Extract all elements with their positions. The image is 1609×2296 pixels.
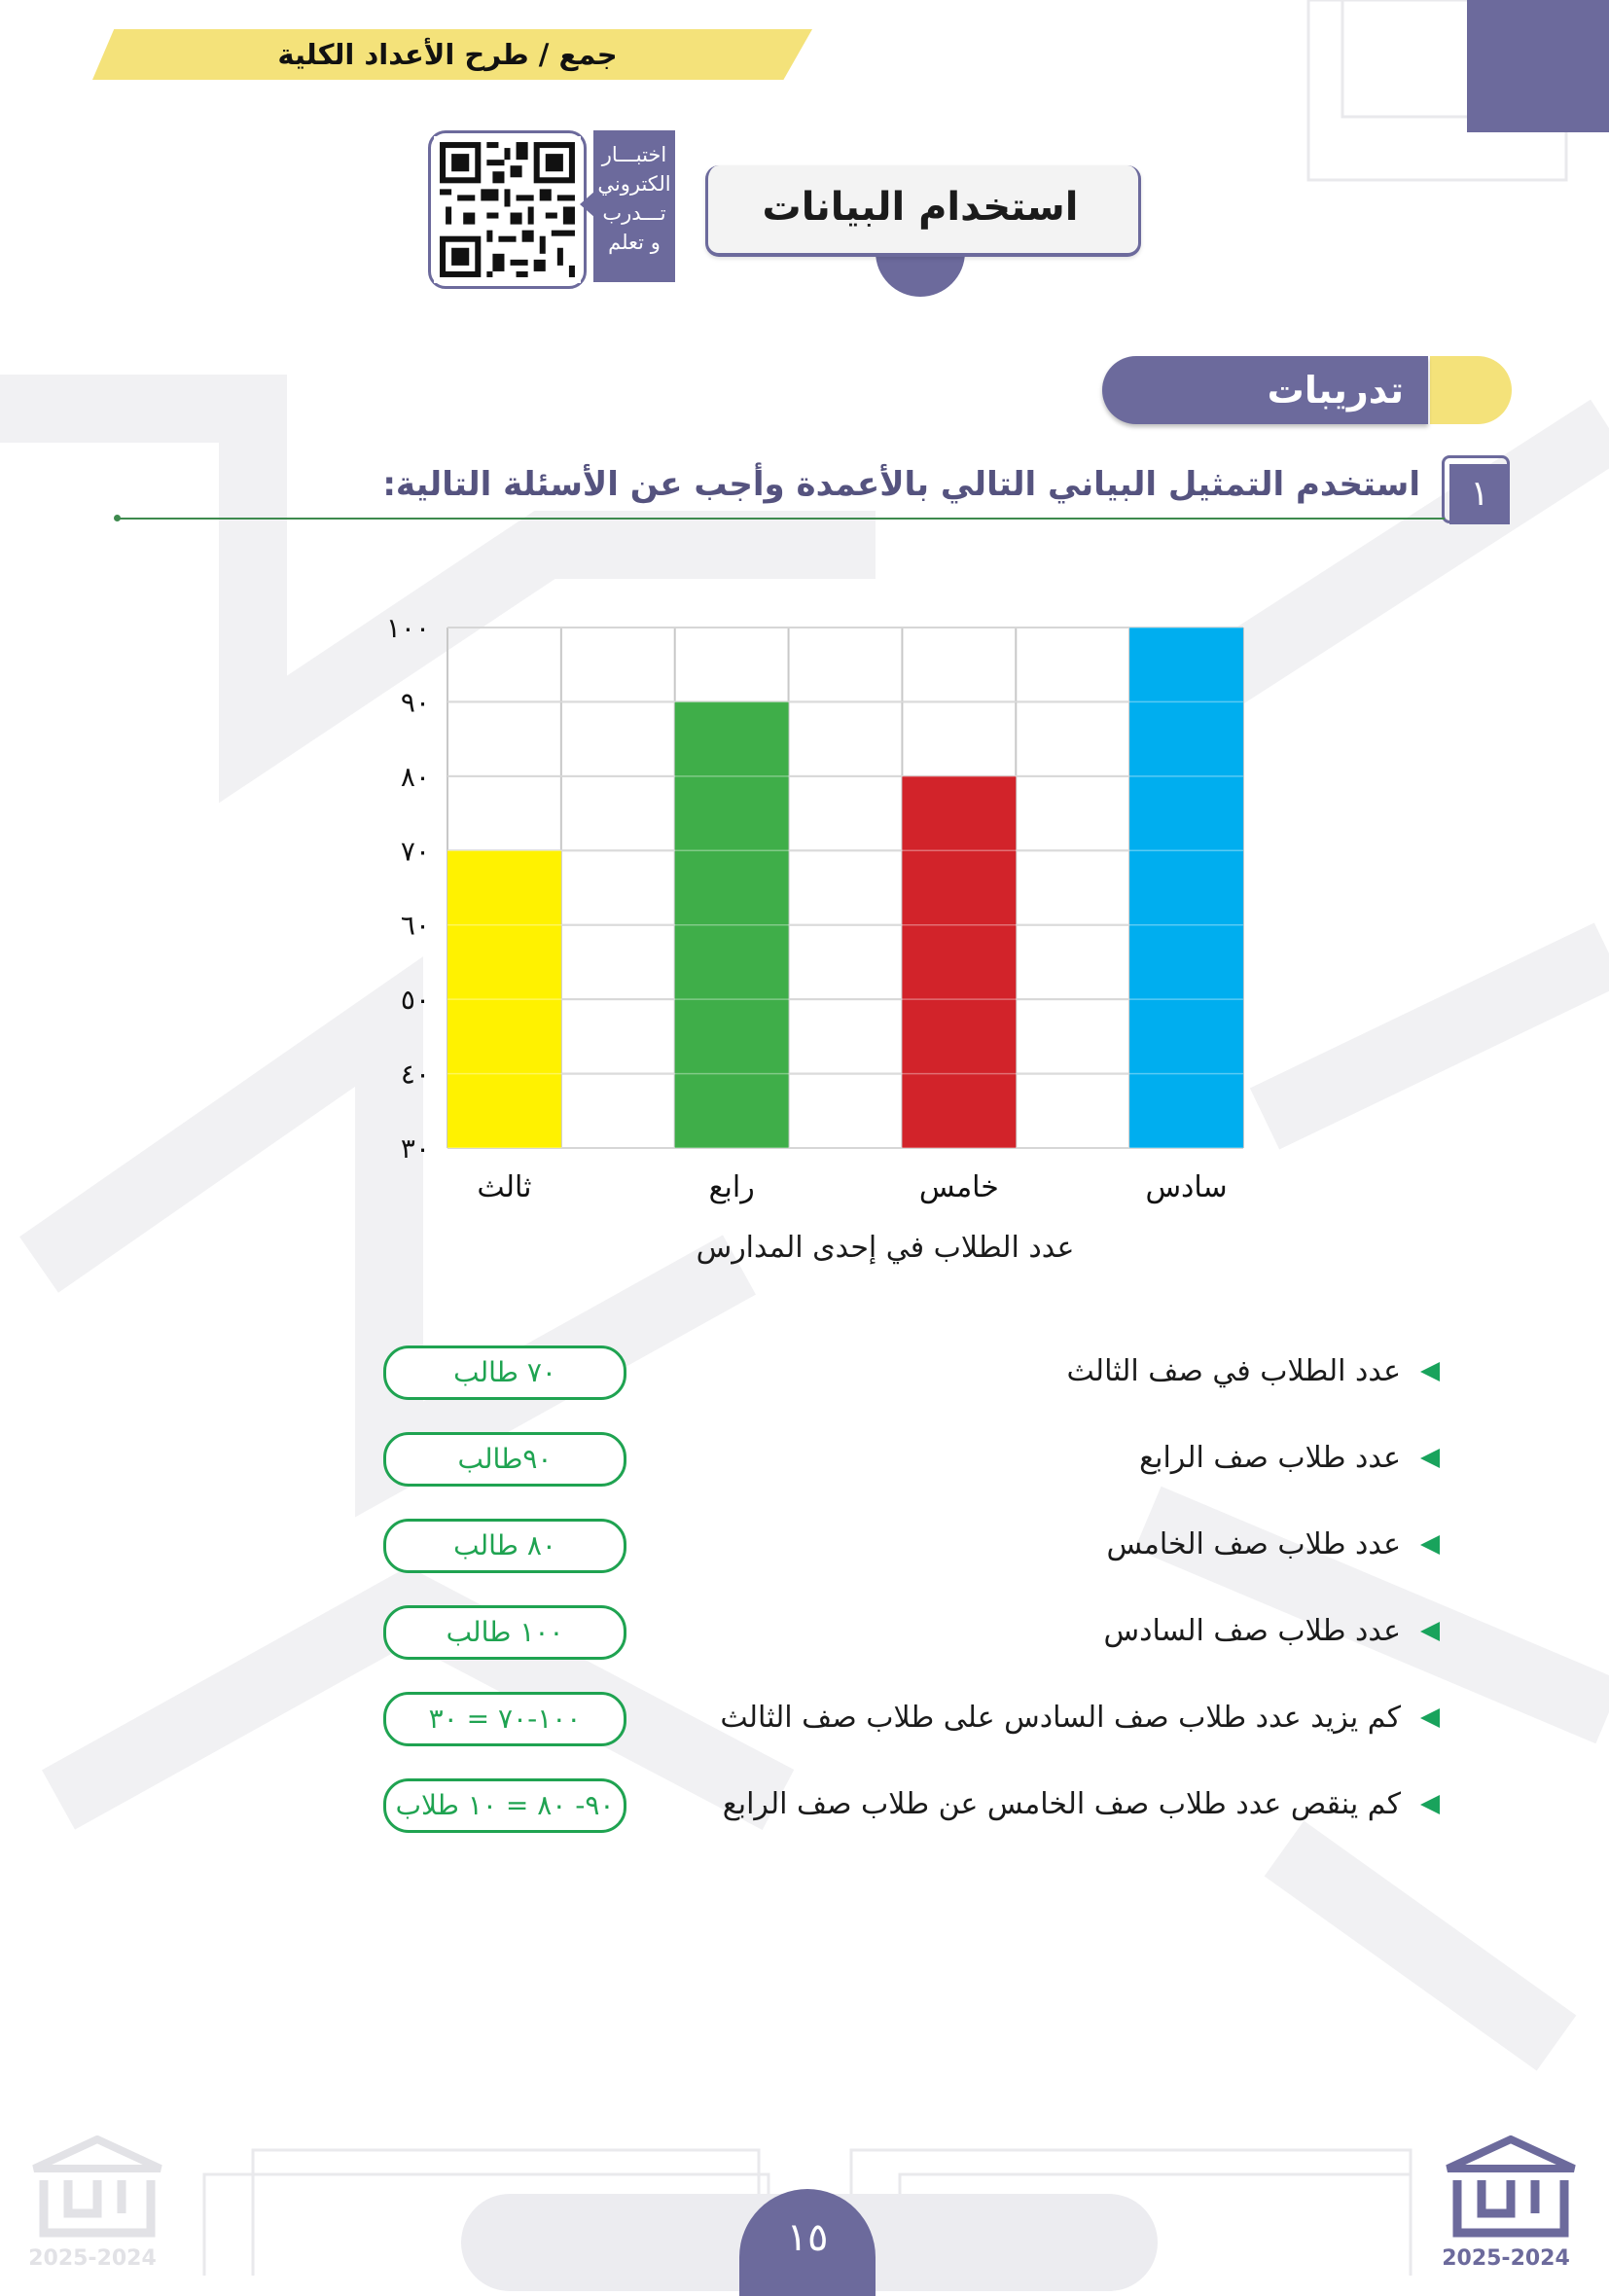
divider-dot <box>114 515 121 521</box>
qr-label-line: و تعلم <box>608 231 661 254</box>
qr-icon <box>434 136 581 283</box>
bar-chart: ٣٠ ٤٠ ٥٠ ٦٠ ٧٠ ٨٠ ٩٠ ١٠٠ ثالث رابع خامس سادس <box>386 612 1244 1204</box>
logo-year: 2025-2024 <box>28 2246 157 2271</box>
bar <box>1129 628 1243 1148</box>
bar <box>902 775 1017 1148</box>
y-tick-label: ٦٠ <box>401 910 430 942</box>
logo-icon <box>1446 2135 1576 2238</box>
title-card <box>705 165 1141 257</box>
y-tick-label: ٧٠ <box>401 835 430 867</box>
chart-title: عدد الطلاب في إحدى المدارس <box>696 1231 1075 1265</box>
x-tick-label: رابع <box>709 1170 755 1204</box>
y-tick-label: ٣٠ <box>401 1132 430 1165</box>
y-tick-label: ١٠٠ <box>386 612 430 644</box>
qr-pointer <box>580 191 595 218</box>
lesson-title: استخدام البيانات <box>762 185 1079 230</box>
y-tick-label: ٩٠ <box>401 686 430 718</box>
y-tick-label: ٥٠ <box>401 984 430 1016</box>
logo-year: 2025-2024 <box>1442 2246 1570 2271</box>
logo-icon <box>32 2135 162 2238</box>
qr-label: اختبـــار الكتروني تـــدرب و تعلم <box>593 130 675 282</box>
divider-line <box>117 518 1445 520</box>
qr-code[interactable] <box>428 130 587 289</box>
qr-label-line: الكتروني <box>597 172 671 196</box>
y-tick-label: ٨٠ <box>401 761 430 793</box>
section-pill <box>1102 356 1428 424</box>
x-tick-label: ثالث <box>477 1170 531 1204</box>
qr-label-line: اختبـــار <box>601 143 667 166</box>
x-tick-label: خامس <box>919 1170 999 1204</box>
brand-logo-watermark: 2025-2024 <box>24 2135 170 2272</box>
breadcrumb-banner <box>92 29 812 80</box>
qr-label-line: تـــدرب <box>602 201 666 225</box>
y-tick-label: ٤٠ <box>401 1058 430 1091</box>
section-accent <box>1430 356 1512 424</box>
brand-logo: 2025-2024 <box>1438 2135 1584 2272</box>
corner-decoration <box>1467 0 1609 132</box>
breadcrumb: جمع / طرح الأعداد الكلية <box>277 38 618 71</box>
question-number: ١ <box>1449 464 1510 524</box>
bar <box>447 850 561 1148</box>
question-text: استخدم التمثيل البياني التالي بالأعمدة و… <box>382 465 1420 504</box>
x-tick-label: سادس <box>1145 1170 1227 1204</box>
section-title: تدريبات <box>1267 369 1404 412</box>
bar <box>674 701 789 1148</box>
